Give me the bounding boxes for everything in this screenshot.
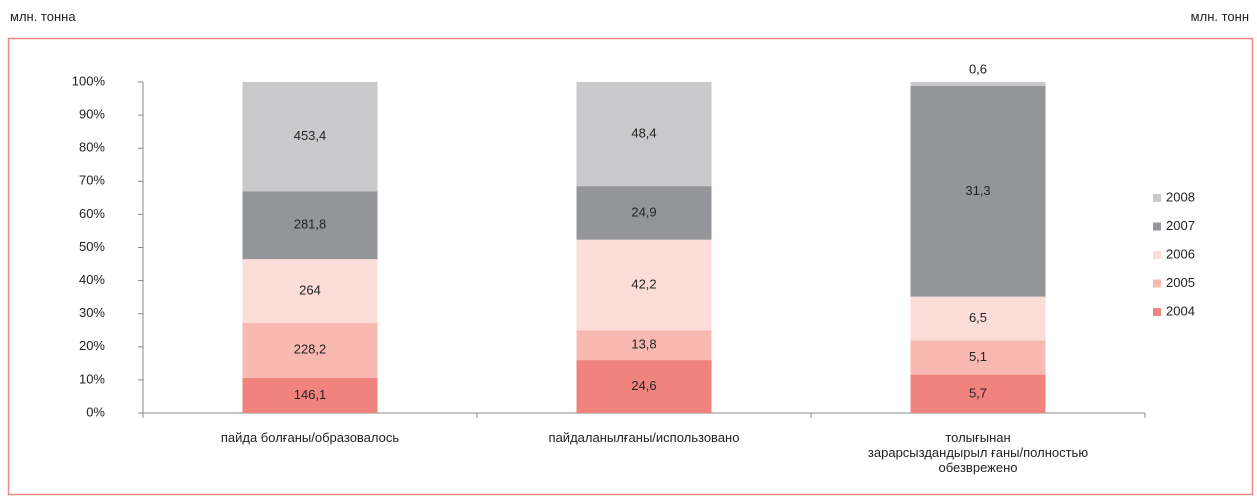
- y-tick-label: 60%: [79, 206, 105, 221]
- y-tick-label: 50%: [79, 239, 105, 254]
- data-label: 5,1: [969, 349, 987, 364]
- data-label: 0,6: [969, 61, 987, 76]
- legend-swatch: [1153, 222, 1161, 231]
- bar-segment: [910, 296, 1046, 341]
- x-tick-label: толығынан зарарсыздандырыл ғаны/полность…: [867, 430, 1089, 475]
- bar-segment: [242, 82, 378, 192]
- data-label: 264: [299, 282, 321, 297]
- bar-segment: [576, 82, 712, 187]
- unit-label: млн. тонна: [10, 9, 76, 24]
- legend-swatch: [1153, 194, 1161, 202]
- bar-segment: [242, 322, 378, 378]
- chart-frame: [7, 37, 1254, 496]
- data-label: 31,3: [965, 183, 990, 198]
- data-label: 453,4: [294, 128, 327, 143]
- legend-label: 2004: [1166, 303, 1195, 318]
- data-label: 146,1: [294, 387, 327, 402]
- x-tick-label: пайда болғаны/образовалось: [220, 430, 400, 445]
- data-label: 42,2: [631, 276, 656, 291]
- data-label: 13,8: [631, 337, 656, 352]
- legend-label: 2007: [1166, 218, 1195, 233]
- y-tick-label: 30%: [79, 305, 105, 320]
- data-label: 24,6: [631, 378, 656, 393]
- data-label: 6,5: [969, 310, 987, 325]
- y-tick-label: 90%: [79, 107, 105, 122]
- legend-label: 2005: [1166, 275, 1195, 290]
- bar-segment: [242, 191, 378, 260]
- bar-segment: [910, 340, 1046, 375]
- legend-label: 2008: [1166, 189, 1195, 204]
- y-tick-label: 40%: [79, 272, 105, 287]
- legend-label: 2006: [1166, 246, 1195, 261]
- bar-segment: [576, 239, 712, 331]
- y-tick-label: 20%: [79, 338, 105, 353]
- bar-segment: [576, 186, 712, 240]
- data-label: 228,2: [294, 342, 327, 357]
- data-label: 48,4: [631, 125, 656, 140]
- bar-segment: [910, 374, 1046, 413]
- bar-segment: [242, 259, 378, 323]
- bar-segment: [242, 377, 378, 413]
- y-tick-label: 80%: [79, 140, 105, 155]
- y-tick-label: 100%: [72, 73, 106, 88]
- y-tick-label: 10%: [79, 371, 105, 386]
- bar-segment: [576, 360, 712, 413]
- legend-swatch: [1153, 279, 1161, 288]
- bar-segment: [910, 86, 1046, 297]
- legend-swatch: [1153, 251, 1161, 259]
- bar-segment: [576, 330, 712, 361]
- data-label: 281,8: [294, 217, 327, 232]
- data-label: 24,9: [631, 204, 656, 219]
- data-label: 5,7: [969, 385, 987, 400]
- x-tick-label: пайдаланылғаны/использовано: [548, 430, 740, 445]
- legend-swatch: [1153, 308, 1161, 316]
- y-tick-label: 0%: [86, 404, 105, 419]
- bar-segment: [910, 82, 1046, 87]
- unit-label: млн. тонн: [1190, 9, 1249, 24]
- y-tick-label: 70%: [79, 173, 105, 188]
